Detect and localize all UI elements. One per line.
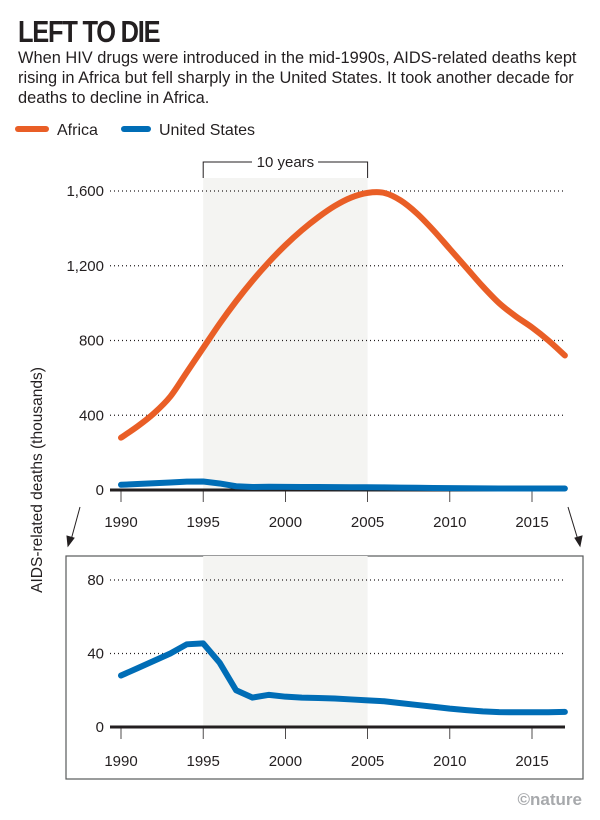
right-arrow-line — [567, 506, 579, 541]
y-tick-label: 80 — [87, 572, 104, 589]
ten-year-label: 10 years — [257, 154, 315, 171]
y-tick-label: 0 — [96, 719, 104, 736]
x-tick-label: 2000 — [269, 514, 302, 531]
legend: Africa United States — [15, 122, 255, 139]
x-tick-label: 1990 — [104, 514, 137, 531]
legend-label-united-states: United States — [159, 122, 255, 139]
legend-label-africa: Africa — [57, 122, 98, 139]
y-tick-label: 400 — [79, 407, 104, 424]
series-line-africa — [118, 189, 568, 441]
left-arrow-head — [66, 535, 75, 548]
chart-title: LEFT TO DIE — [18, 14, 161, 49]
inset-chart: 0 40 80 1990 1995 2000 2005 2010 2015 — [87, 556, 568, 770]
y-tick-label: 1,200 — [66, 258, 104, 275]
shaded-period — [203, 178, 368, 490]
x-tick-label: 2005 — [351, 753, 384, 770]
left-arrow-line — [70, 506, 81, 541]
y-axis-label: AIDS-related deaths (thousands) — [29, 367, 46, 593]
series-line-united-states — [118, 640, 568, 716]
x-tick-label: 2005 — [351, 514, 384, 531]
x-tick-label: 1990 — [104, 753, 137, 770]
y-tick-label: 0 — [96, 482, 104, 499]
zoom-arrows — [66, 506, 583, 548]
x-tick-label: 1995 — [187, 514, 220, 531]
x-tick-label: 2010 — [433, 753, 466, 770]
x-tick-label: 2015 — [515, 753, 548, 770]
y-tick-label: 800 — [79, 333, 104, 350]
series-line-united-states — [118, 478, 568, 492]
y-tick-label: 1,600 — [66, 183, 104, 200]
x-tick-label: 2000 — [269, 753, 302, 770]
right-arrow-head — [574, 535, 583, 548]
y-tick-label: 40 — [87, 646, 104, 663]
nature-logo: ©nature — [518, 790, 582, 809]
main-chart: 0 400 800 1,200 1,600 1990 1995 2000 2005 2010 201… — [66, 154, 568, 531]
x-tick-label: 2010 — [433, 514, 466, 531]
chart-subtitle: When HIV drugs were introduced in the mi… — [18, 49, 577, 107]
x-tick-label: 1995 — [187, 753, 220, 770]
ten-year-bracket — [202, 161, 369, 178]
x-tick-label: 2015 — [515, 514, 548, 531]
